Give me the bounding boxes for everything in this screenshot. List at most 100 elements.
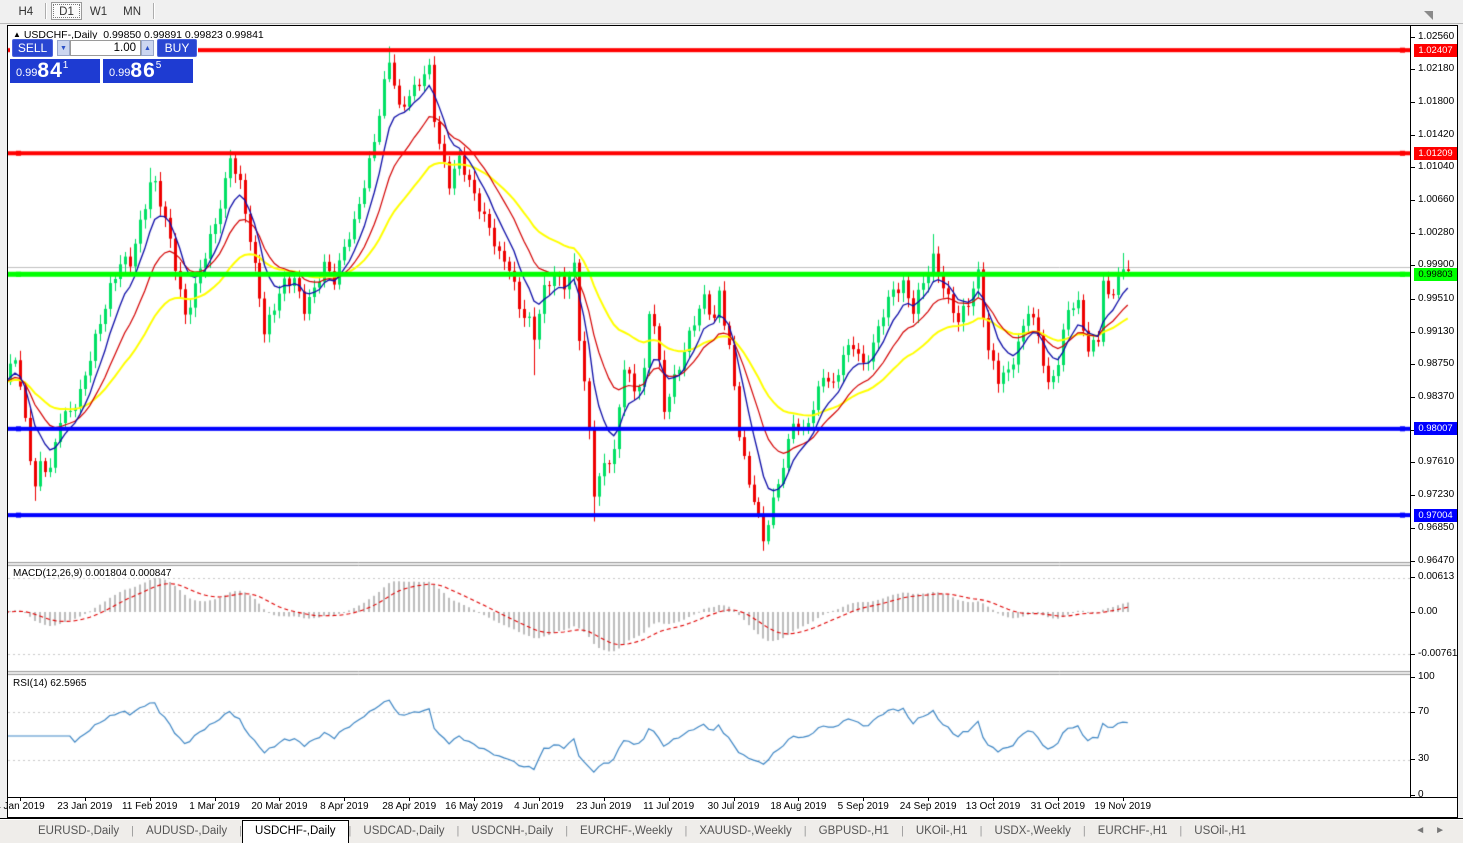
axis-tick-mark — [1411, 36, 1415, 38]
axis-tick-mark — [1411, 101, 1415, 103]
date-tick-label: 24 Sep 2019 — [899, 801, 957, 812]
time-tick-mark — [928, 797, 930, 801]
one-click-trading-panel: SELL ▼ ▲ BUY 0.99841 0.99865 — [10, 39, 198, 84]
axis-tick-mark — [1411, 560, 1415, 562]
tab-separator: | — [900, 825, 904, 837]
volume-input[interactable] — [70, 40, 141, 56]
price-axis[interactable]: 1.02560 1.02180 1.01800 1.01420 1.01040 1.006… — [1410, 26, 1457, 800]
tabs-scroll-right-icon[interactable]: ► — [1435, 825, 1455, 836]
date-tick-label: 5 Sep 2019 — [837, 801, 889, 812]
date-tick-label: 4 Jan 2019 — [0, 801, 45, 812]
tab-separator: | — [803, 825, 807, 837]
buy-price-sup: 5 — [155, 60, 162, 71]
chart-tab-usoil-h1[interactable]: USOil-,H1 — [1194, 825, 1247, 837]
tab-separator: | — [684, 825, 688, 837]
price-tick-label: 0.96470 — [1418, 554, 1455, 566]
buy-price-big: 86 — [130, 59, 156, 82]
price-tick-label: 1.02180 — [1418, 63, 1455, 75]
chart-tab-gbpusd-h1[interactable]: GBPUSD-,H1 — [818, 825, 889, 837]
time-axis[interactable]: 4 Jan 2019 23 Jan 2019 11 Feb 2019 1 Mar 20… — [0, 797, 1457, 817]
macd-indicator-label: MACD(12,26,9) 0.001804 0.000847 — [13, 568, 172, 579]
sell-price[interactable]: 0.99841 — [10, 59, 100, 83]
hline-price-flag: 1.01209 — [1414, 146, 1457, 160]
time-tick-mark — [668, 797, 670, 801]
axis-tick-mark — [1411, 676, 1415, 678]
chart-shift-icon[interactable] — [1424, 11, 1433, 20]
hline-price-flag: 0.97004 — [1414, 508, 1457, 522]
axis-tick-mark — [1411, 794, 1415, 796]
tabs-scroll-left-icon[interactable]: ◄ — [1415, 825, 1436, 836]
chart-tab-usdx-weekly[interactable]: USDX-,Weekly — [994, 825, 1071, 837]
price-tick-label: 0.99900 — [1418, 259, 1455, 271]
axis-tick-mark — [1411, 397, 1415, 399]
axis-tick-mark — [1411, 495, 1415, 497]
price-tick-label: 0.98370 — [1418, 391, 1455, 403]
chart-tab-ukoil-h1[interactable]: UKOil-,H1 — [915, 825, 968, 837]
axis-tick-mark — [1411, 611, 1415, 613]
price-tick-label: 1.01800 — [1418, 95, 1455, 107]
buy-price[interactable]: 0.99865 — [103, 59, 193, 83]
date-tick-label: 1 Mar 2019 — [189, 801, 240, 812]
date-tick-label: 23 Jan 2019 — [57, 801, 113, 812]
timeframe-button-mn[interactable]: MN — [123, 6, 141, 18]
buy-price-prefix: 0.99 — [109, 67, 131, 79]
date-tick-label: 18 Aug 2019 — [770, 801, 827, 812]
time-tick-mark — [214, 797, 216, 801]
date-tick-label: 30 Jul 2019 — [707, 801, 760, 812]
sell-price-big: 84 — [37, 59, 63, 82]
time-tick-mark — [538, 797, 540, 801]
chart-tab-xauusd-weekly[interactable]: XAUUSD-,Weekly — [699, 825, 792, 837]
rsi-tick-label: 70 — [1418, 705, 1430, 717]
axis-tick-mark — [1411, 69, 1415, 71]
time-tick-mark — [603, 797, 605, 801]
tab-separator: | — [1082, 825, 1086, 837]
time-tick-mark — [733, 797, 735, 801]
price-tick-label: 0.97230 — [1418, 489, 1455, 501]
axis-tick-mark — [1411, 134, 1415, 136]
date-tick-label: 31 Oct 2019 — [1030, 801, 1086, 812]
axis-tick-mark — [1411, 232, 1415, 234]
chart-tab-eurusd-daily[interactable]: EURUSD-,Daily — [38, 825, 120, 837]
axis-tick-mark — [1411, 527, 1415, 529]
toolbar-separator — [45, 3, 48, 19]
volume-increase-icon[interactable]: ▲ — [141, 40, 154, 56]
collapse-triangle-icon[interactable]: ▲ — [13, 30, 21, 39]
timeframe-button-w1[interactable]: W1 — [89, 6, 108, 18]
price-tick-label: 1.01420 — [1418, 128, 1455, 140]
tab-separator: | — [979, 825, 983, 837]
timeframe-button-d1[interactable]: D1 — [51, 2, 82, 20]
volume-decrease-icon[interactable]: ▼ — [57, 40, 70, 56]
hline-price-flag: 0.98007 — [1414, 422, 1457, 436]
rsi-tick-label: 100 — [1418, 670, 1435, 682]
chart-ohlc-values: 0.99850 0.99891 0.99823 0.99841 — [103, 29, 264, 41]
chart-tab-eurchf-weekly[interactable]: EURCHF-,Weekly — [580, 825, 673, 837]
axis-tick-mark — [1411, 364, 1415, 366]
date-tick-label: 11 Jul 2019 — [643, 801, 695, 812]
toolbar-separator — [153, 3, 155, 19]
chart-title: ▲ USDCHF-,Daily 0.99850 0.99891 0.99823 … — [13, 29, 264, 41]
date-tick-label: 20 Mar 2019 — [251, 801, 308, 812]
rsi-tick-label: 30 — [1418, 753, 1430, 765]
axis-tick-mark — [1411, 167, 1415, 169]
timeframe-toolbar: H4 D1 W1 MN — [0, 0, 1463, 24]
time-tick-mark — [798, 797, 800, 801]
time-tick-mark — [84, 797, 86, 801]
axis-tick-mark — [1411, 265, 1415, 267]
rsi-indicator-label: RSI(14) 62.5965 — [13, 678, 87, 689]
buy-button[interactable]: BUY — [157, 39, 197, 57]
price-chart-canvas[interactable] — [8, 26, 1410, 797]
chart-tab-eurchf-h1[interactable]: EURCHF-,H1 — [1097, 825, 1168, 837]
date-tick-label: 8 Apr 2019 — [320, 801, 369, 812]
price-tick-label: 1.01040 — [1418, 161, 1455, 173]
tab-separator: | — [456, 825, 460, 837]
chart-tab-usdchf-daily[interactable]: USDCHF-,Daily — [242, 820, 349, 843]
chart-tab-usdcad-daily[interactable]: USDCAD-,Daily — [363, 825, 445, 837]
chart-tab-audusd-daily[interactable]: AUDUSD-,Daily — [146, 825, 228, 837]
chart-window: ▲ USDCHF-,Daily 0.99850 0.99891 0.99823 … — [0, 25, 1458, 818]
price-tick-label: 0.99130 — [1418, 325, 1455, 337]
price-tick-label: 0.96850 — [1418, 521, 1455, 533]
timeframe-button-h4[interactable]: H4 — [18, 6, 34, 18]
axis-tick-mark — [1411, 200, 1415, 201]
sell-button[interactable]: SELL — [12, 39, 53, 57]
chart-tab-usdcnh-daily[interactable]: USDCNH-,Daily — [471, 825, 554, 837]
